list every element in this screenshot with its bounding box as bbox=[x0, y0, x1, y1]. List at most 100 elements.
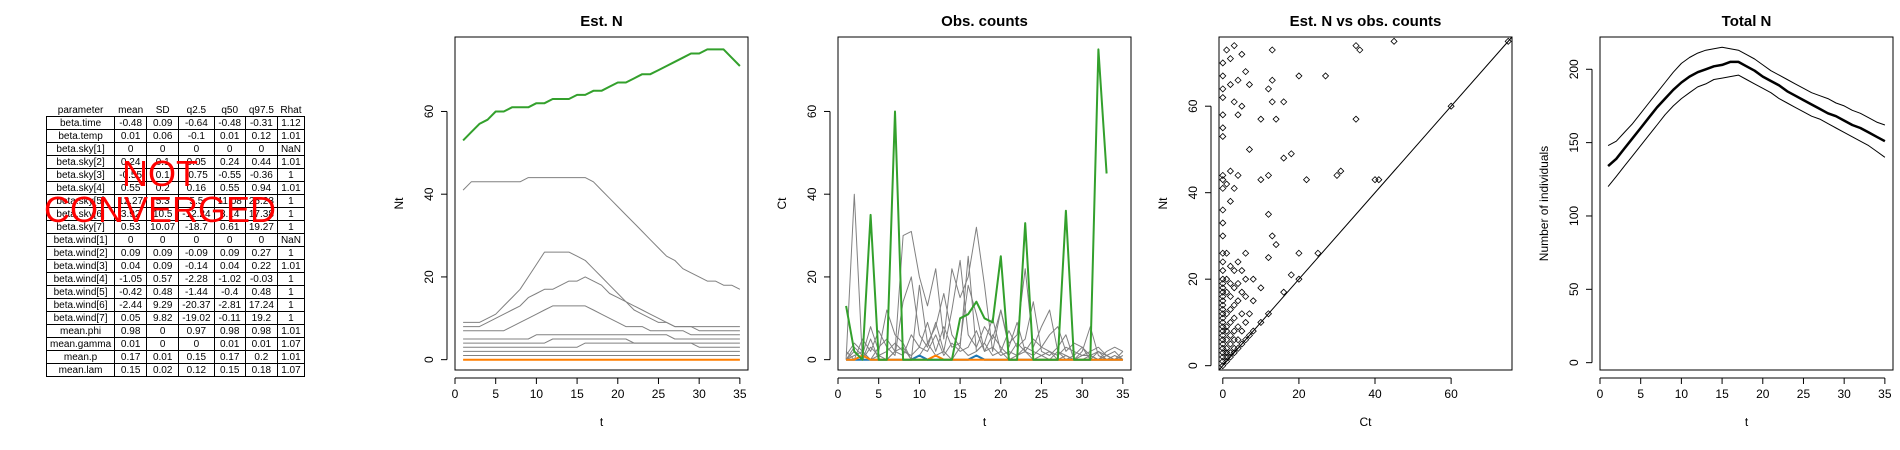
x-tick-label: 35 bbox=[733, 387, 747, 401]
scatter-point bbox=[1257, 176, 1265, 184]
scatter-point bbox=[1302, 176, 1311, 184]
plot-frame bbox=[454, 36, 749, 371]
scatter-point bbox=[1223, 249, 1231, 257]
scatter-point bbox=[1219, 232, 1227, 240]
scatter-point bbox=[1226, 81, 1234, 89]
scatter-point bbox=[1219, 284, 1227, 292]
chart-title: Est. N bbox=[580, 13, 623, 30]
scatter-point bbox=[1219, 340, 1227, 348]
chart-title: Obs. counts bbox=[941, 13, 1028, 30]
scatter-point bbox=[1234, 171, 1242, 179]
scatter-point bbox=[1219, 176, 1227, 184]
scatter-point bbox=[1219, 258, 1227, 266]
y-tick-label: 0 bbox=[422, 356, 436, 363]
y-tick-label: 40 bbox=[805, 187, 819, 201]
x-tick-label: 25 bbox=[1035, 387, 1049, 401]
scatter-point bbox=[1268, 76, 1276, 84]
scatter-point bbox=[1226, 262, 1234, 270]
y-axis-label: Number of individuals bbox=[1537, 146, 1551, 261]
series-line bbox=[462, 48, 741, 142]
table-row: beta.time -0.48 0.09 -0.64 -0.48 -0.31 1.12 bbox=[45, 116, 306, 130]
y-axis-label: Ct bbox=[775, 197, 789, 210]
scatter-point bbox=[1268, 232, 1276, 240]
chart-title: Est. N vs obs. counts bbox=[1290, 13, 1442, 30]
table-header: parameter mean SD q2.5 q50 q97.5 Rhat bbox=[47, 104, 305, 117]
scatter-point bbox=[1223, 46, 1231, 54]
table-cell: 0.15 bbox=[213, 363, 246, 377]
scatter-point bbox=[1268, 98, 1276, 106]
x-tick-label: 20 bbox=[994, 387, 1008, 401]
x-tick-label: 15 bbox=[1715, 387, 1729, 401]
table-row: mean.lam 0.15 0.02 0.12 0.15 0.18 1.07 bbox=[45, 363, 306, 377]
y-tick-label: 20 bbox=[805, 270, 819, 284]
scatter-point bbox=[1230, 284, 1238, 292]
scatter-point bbox=[1238, 50, 1246, 58]
scatter-point bbox=[1226, 167, 1234, 175]
scatter-point bbox=[1447, 102, 1455, 110]
y-axis-label: Nt bbox=[392, 197, 406, 210]
x-tick-label: 60 bbox=[1444, 387, 1458, 401]
scatter-point bbox=[1223, 357, 1231, 365]
scatter-point bbox=[1272, 241, 1280, 249]
series-line bbox=[462, 177, 741, 290]
scatter-point bbox=[1219, 206, 1227, 214]
scatter-point bbox=[1390, 37, 1398, 45]
scatter-point bbox=[1219, 249, 1227, 257]
scatter-point bbox=[1230, 314, 1238, 322]
table-row: beta.sky[2] 0.24 0.1 0.05 0.24 0.44 1.01 bbox=[45, 155, 306, 169]
scatter-point bbox=[1287, 271, 1295, 279]
scatter-point bbox=[1219, 336, 1227, 344]
parameter-table: parameter mean SD q2.5 q50 q97.5 Rhat beta.tim… bbox=[45, 104, 306, 377]
x-tick-label: 0 bbox=[1219, 387, 1226, 401]
scatter-point bbox=[1230, 266, 1238, 275]
x-tick-label: 20 bbox=[1292, 387, 1306, 401]
scatter-point bbox=[1226, 318, 1234, 326]
column-header: parameter bbox=[57, 104, 104, 116]
scatter-point bbox=[1226, 197, 1234, 205]
scatter-point bbox=[1352, 42, 1360, 50]
scatter-point bbox=[1223, 288, 1231, 296]
x-tick-label: 40 bbox=[1368, 387, 1382, 401]
y-tick-label: 40 bbox=[422, 187, 436, 201]
chart-4: Total N t Number of individuals 0 5 10 15 20 25 3… bbox=[1537, 13, 1894, 429]
scatter-point bbox=[1219, 85, 1227, 93]
y-tick-label: 50 bbox=[1567, 282, 1581, 296]
scatter-point bbox=[1371, 176, 1379, 184]
y-tick-label: 20 bbox=[1186, 272, 1200, 286]
column-header: SD bbox=[155, 104, 170, 116]
scatter-point bbox=[1219, 111, 1227, 119]
scatter-point bbox=[1226, 292, 1234, 301]
scatter-point bbox=[1242, 275, 1250, 283]
scatter-point bbox=[1219, 59, 1227, 67]
y-axis-label: Nt bbox=[1156, 197, 1170, 210]
scatter-point bbox=[1238, 266, 1246, 275]
scatter-point bbox=[1234, 76, 1242, 84]
y-tick-label: 200 bbox=[1567, 59, 1581, 79]
x-tick-label: 0 bbox=[835, 387, 842, 401]
table-row: beta.sky[5] 12.27 5.3 5.5 11.08 25.23 1 bbox=[45, 194, 306, 208]
table-row: beta.wind[4] -1.05 0.57 -2.28 -1.02 -0.03 1 bbox=[45, 272, 306, 286]
scatter-point bbox=[1245, 81, 1254, 89]
scatter-point bbox=[1242, 292, 1250, 301]
scatter-point bbox=[1280, 98, 1288, 106]
table-body: beta.time -0.48 0.09 -0.64 -0.48 -0.31 1.12 bet… bbox=[45, 116, 306, 377]
x-tick-label: 10 bbox=[1675, 387, 1689, 401]
y-tick-label: 100 bbox=[1567, 206, 1581, 226]
scatter-point bbox=[1219, 305, 1227, 314]
table-row: beta.wind[5] -0.42 0.48 -1.44 -0.4 0.48 1 bbox=[45, 285, 306, 299]
scatter-point bbox=[1264, 85, 1273, 93]
y-tick-label: 60 bbox=[1186, 99, 1200, 113]
scatter-point bbox=[1226, 353, 1234, 361]
scatter-point bbox=[1219, 292, 1227, 301]
scatter-point bbox=[1234, 297, 1242, 305]
scatter-point bbox=[1219, 219, 1227, 227]
scatter-point bbox=[1219, 132, 1227, 141]
y-tick-label: 0 bbox=[1567, 359, 1581, 366]
scatter-point bbox=[1238, 327, 1246, 335]
scatter-point bbox=[1264, 171, 1273, 179]
scatter-point bbox=[1238, 102, 1246, 110]
scatter-point bbox=[1230, 327, 1238, 335]
scatter-point bbox=[1223, 349, 1231, 357]
scatter-point bbox=[1223, 336, 1231, 344]
